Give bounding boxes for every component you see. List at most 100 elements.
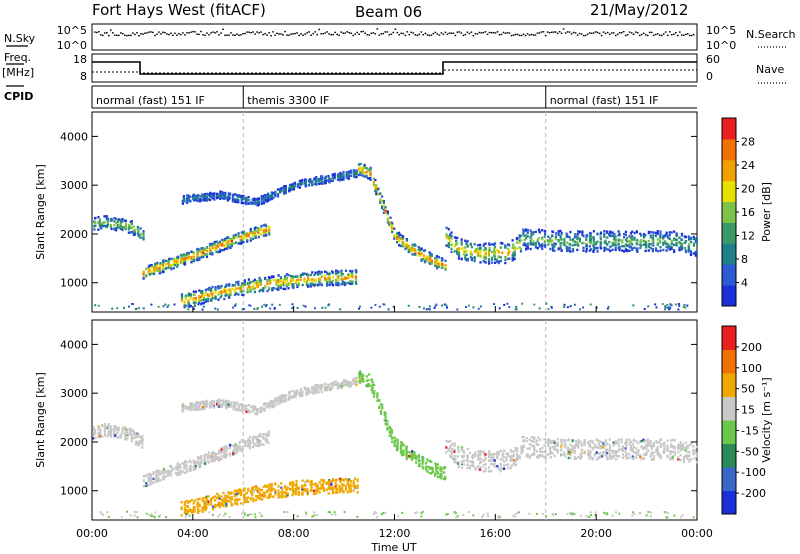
power-cell bbox=[523, 242, 526, 245]
noise-point bbox=[234, 34, 236, 36]
power-cell bbox=[292, 275, 295, 278]
power-cell bbox=[436, 255, 439, 258]
velocity-cell bbox=[315, 488, 318, 492]
power-cell bbox=[274, 190, 277, 194]
power-cell bbox=[182, 197, 185, 200]
velocity-cell bbox=[145, 484, 148, 488]
noise-point bbox=[336, 33, 338, 36]
velocity-cell bbox=[129, 432, 132, 436]
power-cell bbox=[469, 242, 472, 246]
velocity-cell bbox=[370, 385, 373, 388]
power-cell bbox=[407, 245, 410, 248]
power-cell bbox=[484, 251, 487, 254]
power-cell bbox=[695, 238, 698, 241]
noise-point bbox=[556, 32, 559, 35]
power-cell bbox=[240, 195, 243, 198]
power-cell bbox=[430, 262, 433, 265]
velocity-cell bbox=[124, 428, 128, 431]
velocity-cell bbox=[327, 492, 330, 495]
power-cell bbox=[203, 253, 207, 256]
noise-point bbox=[126, 34, 128, 37]
y-tick-label: 4000 bbox=[60, 130, 88, 143]
power-cell bbox=[190, 258, 193, 261]
noise-point bbox=[392, 31, 395, 34]
power-cell bbox=[623, 245, 626, 248]
power-cell bbox=[626, 237, 629, 240]
power-cell bbox=[588, 249, 591, 252]
power-cell bbox=[288, 189, 292, 192]
velocity-cell bbox=[218, 405, 221, 408]
power-cell bbox=[559, 247, 562, 250]
power-cell bbox=[216, 195, 219, 198]
velocity-cell bbox=[411, 450, 414, 453]
power-cell bbox=[642, 235, 646, 238]
velocity-cell bbox=[192, 468, 195, 471]
velocity-cell bbox=[243, 495, 246, 499]
noise-point bbox=[358, 33, 360, 35]
power-cell bbox=[599, 231, 603, 234]
velocity-cell bbox=[216, 496, 219, 500]
power-cell bbox=[207, 193, 210, 196]
velocity-cell bbox=[210, 503, 213, 506]
velocity-cell bbox=[114, 427, 117, 431]
power-cell bbox=[349, 269, 352, 273]
noise-point bbox=[170, 32, 172, 34]
power-cell bbox=[361, 170, 364, 174]
power-cell bbox=[518, 234, 521, 237]
power-cell bbox=[501, 251, 504, 255]
velocity-cell bbox=[254, 405, 257, 408]
noise-point bbox=[488, 31, 491, 34]
power-cell bbox=[311, 271, 314, 274]
power-cell bbox=[512, 255, 515, 258]
noise-point bbox=[258, 32, 260, 34]
velocity-cell bbox=[278, 398, 282, 401]
power-cell bbox=[695, 242, 698, 246]
power-cell bbox=[508, 306, 511, 308]
freq-right-tick-top: 60 bbox=[706, 53, 720, 66]
power-cell bbox=[187, 199, 190, 202]
power-cell bbox=[198, 256, 201, 260]
power-cell bbox=[282, 279, 285, 282]
velocity-cell bbox=[268, 487, 271, 490]
power-cell bbox=[631, 239, 634, 242]
power-cell bbox=[264, 285, 267, 288]
power-cell bbox=[132, 225, 135, 228]
velocity-cell bbox=[424, 465, 428, 469]
velocity-cell bbox=[183, 502, 186, 505]
power-cell bbox=[503, 303, 506, 306]
velocity-cell bbox=[218, 456, 221, 459]
velocity-cell bbox=[264, 439, 267, 443]
velocity-cell bbox=[189, 402, 192, 405]
velocity-cell bbox=[251, 494, 254, 497]
velocity-cell bbox=[198, 401, 201, 404]
velocity-cell bbox=[289, 488, 292, 491]
velocity-cell bbox=[130, 428, 133, 431]
noise-point bbox=[414, 34, 417, 36]
power-cell bbox=[234, 199, 237, 202]
power-cell bbox=[252, 231, 255, 234]
noise-point bbox=[200, 30, 202, 33]
velocity-cell bbox=[181, 470, 184, 473]
power-cell bbox=[541, 247, 544, 251]
noise-point bbox=[348, 32, 350, 34]
power-cell bbox=[279, 191, 282, 194]
power-cell bbox=[307, 179, 311, 182]
velocity-cell bbox=[422, 459, 425, 463]
power-cell bbox=[198, 248, 201, 251]
velocity-cell bbox=[424, 468, 428, 471]
power-cell bbox=[664, 305, 667, 308]
power-cell bbox=[94, 221, 97, 224]
power-cell bbox=[636, 248, 639, 252]
power-cell bbox=[252, 232, 255, 235]
power-cell bbox=[450, 250, 453, 254]
power-cell bbox=[569, 250, 572, 253]
power-cell bbox=[363, 163, 366, 167]
velocity-cell bbox=[184, 460, 187, 463]
power-cell bbox=[255, 283, 258, 286]
power-cell bbox=[359, 168, 362, 172]
velocity-cell bbox=[334, 383, 337, 386]
power-cell bbox=[563, 303, 566, 306]
velocity-cell bbox=[220, 451, 223, 454]
power-cell bbox=[628, 249, 631, 252]
power-cell bbox=[357, 163, 361, 166]
